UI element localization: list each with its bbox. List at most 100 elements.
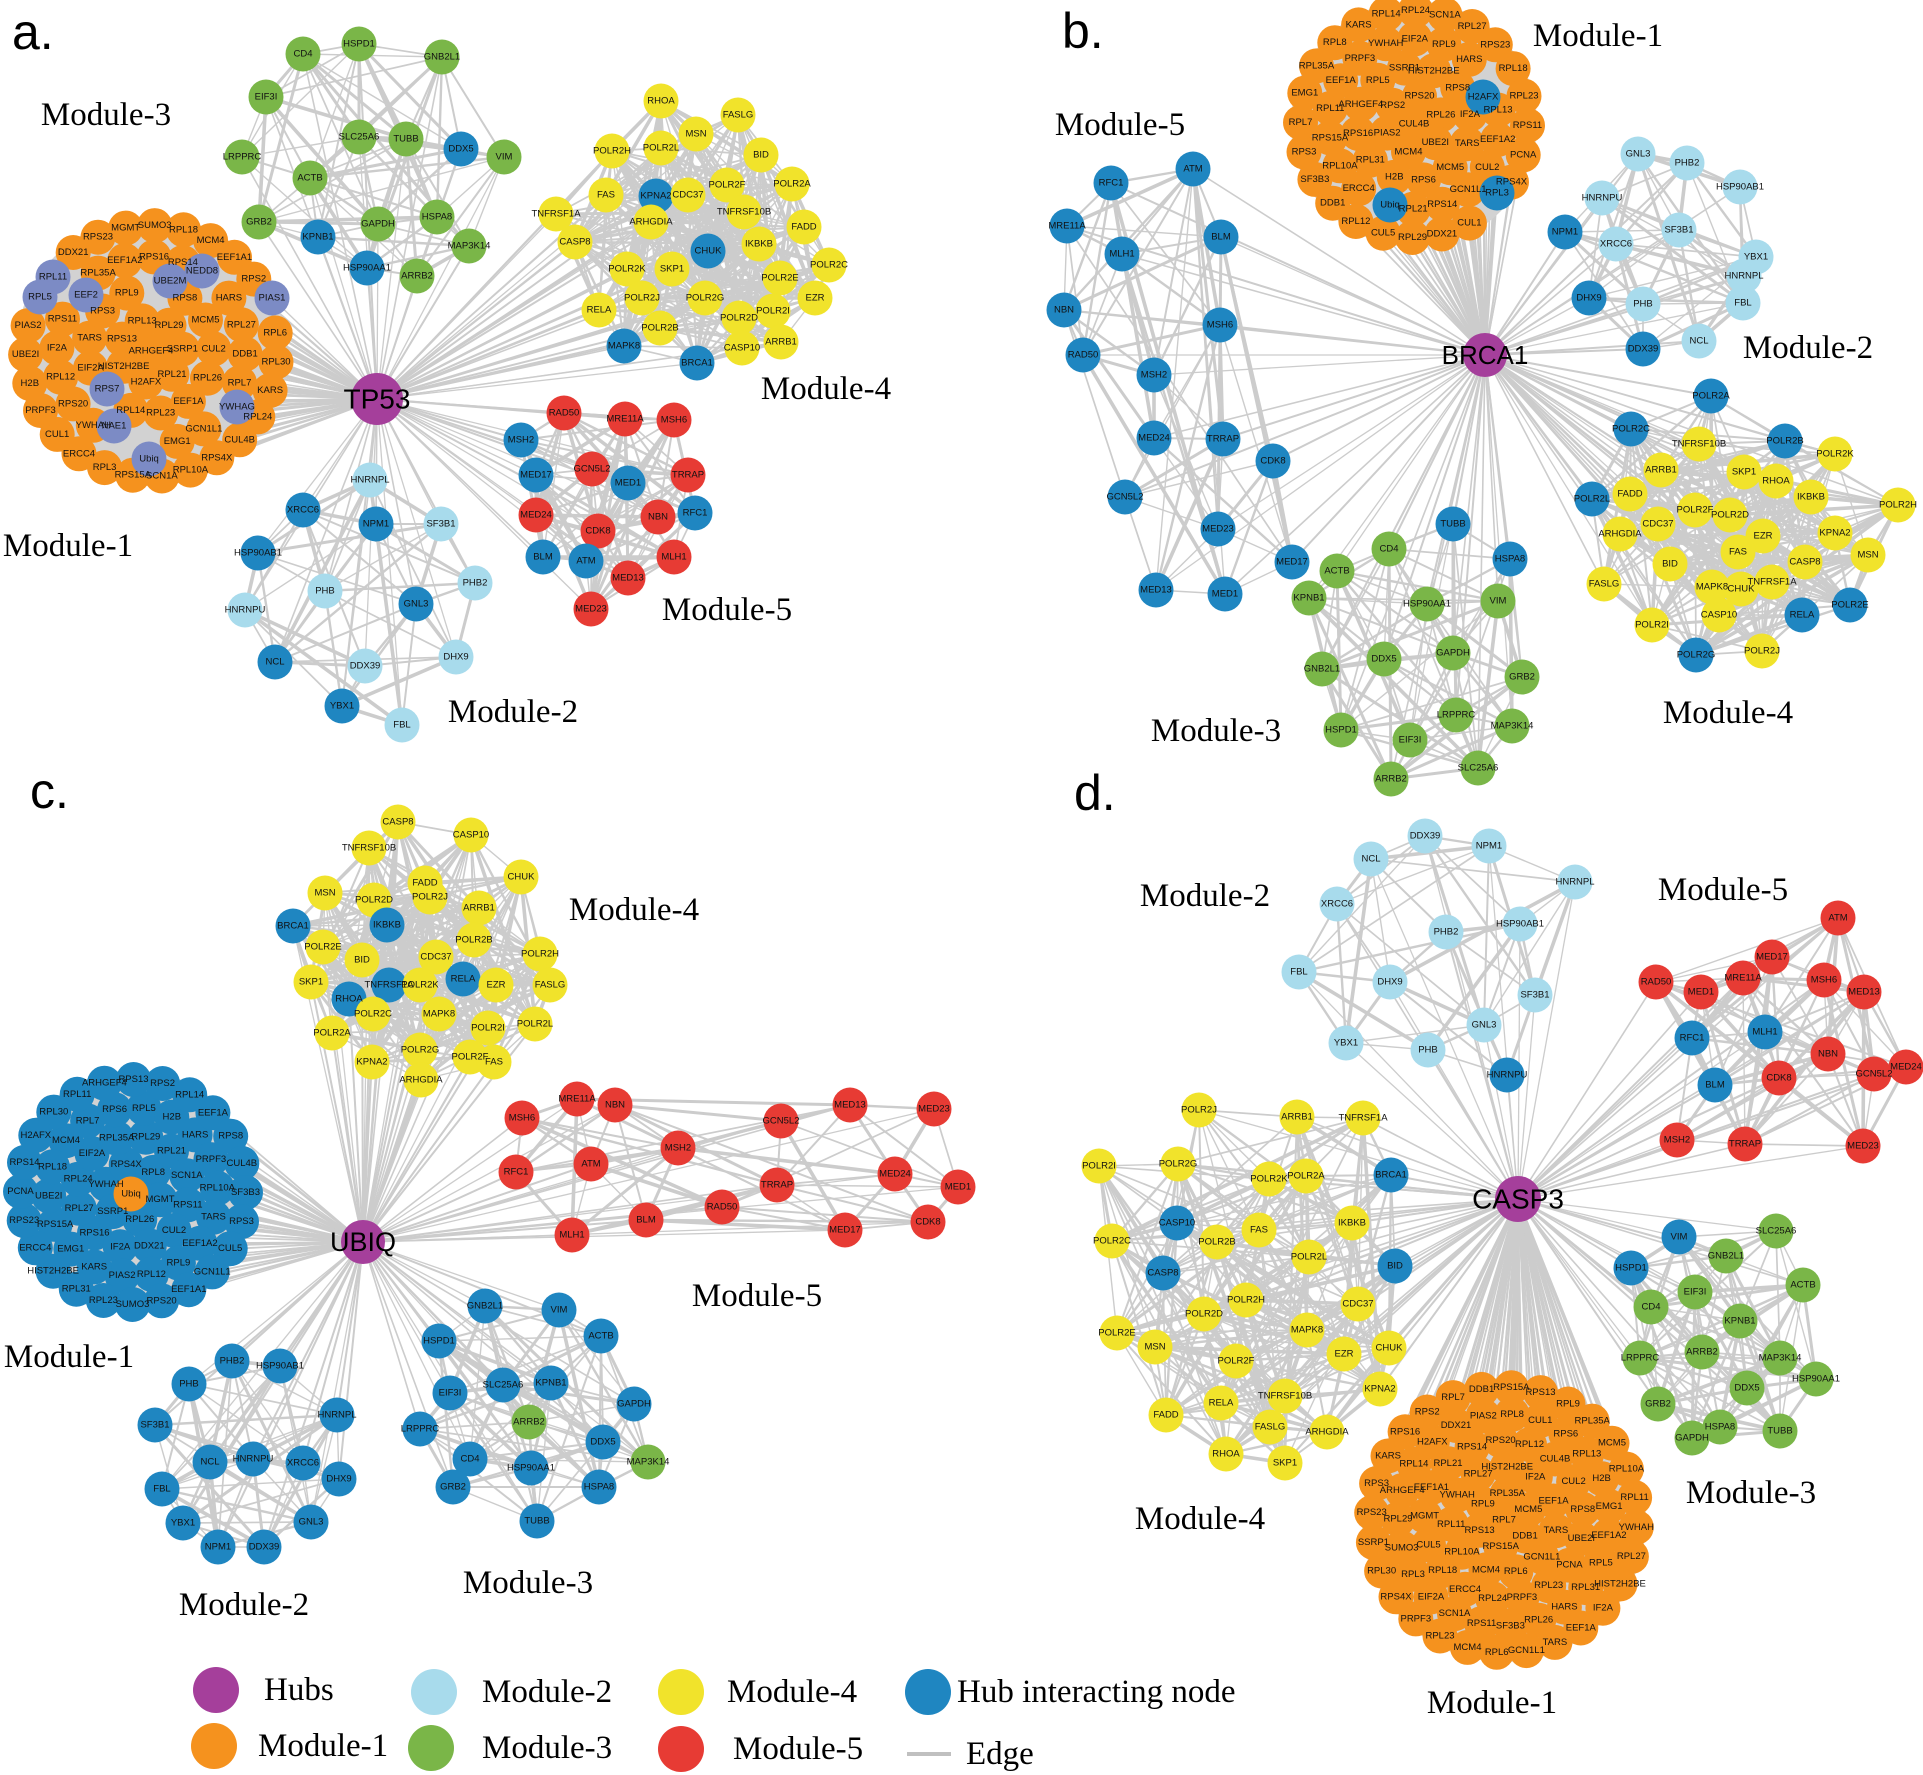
svg-text:RPL12: RPL12 xyxy=(46,372,75,383)
svg-text:EEF1A2: EEF1A2 xyxy=(107,255,142,266)
svg-text:CDK8: CDK8 xyxy=(585,526,610,537)
svg-text:MED24: MED24 xyxy=(879,1169,911,1180)
svg-text:GCN1L1: GCN1L1 xyxy=(1523,1552,1560,1563)
svg-text:CASP10: CASP10 xyxy=(1701,610,1737,621)
svg-text:EEF1A: EEF1A xyxy=(198,1107,229,1118)
svg-text:CDC37: CDC37 xyxy=(1642,519,1673,530)
svg-text:RPL31: RPL31 xyxy=(1356,155,1385,166)
svg-text:CUL4B: CUL4B xyxy=(1540,1454,1571,1465)
svg-text:BRCA1: BRCA1 xyxy=(1442,340,1529,370)
svg-text:RELA: RELA xyxy=(587,305,612,316)
svg-text:RELA: RELA xyxy=(1790,610,1815,621)
svg-text:PIAS1: PIAS1 xyxy=(259,293,286,304)
svg-text:RPS23: RPS23 xyxy=(1357,1507,1387,1518)
svg-text:GCN5L2: GCN5L2 xyxy=(1107,492,1144,503)
svg-text:RPL5: RPL5 xyxy=(132,1103,156,1114)
svg-text:MSH2: MSH2 xyxy=(1141,370,1167,381)
svg-text:NBN: NBN xyxy=(1054,305,1074,316)
svg-text:ATM: ATM xyxy=(581,1159,600,1170)
svg-text:POLR2K: POLR2K xyxy=(1250,1174,1288,1185)
svg-text:GCN1L1: GCN1L1 xyxy=(1450,184,1487,195)
svg-text:MED17: MED17 xyxy=(829,1225,861,1236)
svg-text:Module-1: Module-1 xyxy=(258,1728,388,1764)
svg-text:RPS2: RPS2 xyxy=(1415,1407,1440,1418)
svg-text:RPL18: RPL18 xyxy=(1499,63,1528,74)
svg-text:NBN: NBN xyxy=(648,512,668,523)
svg-text:RPS8: RPS8 xyxy=(1445,82,1470,93)
svg-text:YWHAH: YWHAH xyxy=(76,420,112,431)
svg-text:MRE11A: MRE11A xyxy=(1048,221,1086,232)
svg-text:POLR2B: POLR2B xyxy=(1766,436,1804,447)
svg-text:LRPPRC: LRPPRC xyxy=(1621,1353,1660,1364)
svg-text:SLC25A6: SLC25A6 xyxy=(1458,763,1499,774)
svg-text:SSRP1: SSRP1 xyxy=(1358,1537,1389,1548)
svg-text:MSH6: MSH6 xyxy=(509,1113,535,1124)
svg-text:GRB2: GRB2 xyxy=(440,1482,466,1493)
svg-text:ARRB1: ARRB1 xyxy=(1281,1112,1313,1123)
svg-text:MSH6: MSH6 xyxy=(661,415,687,426)
svg-text:TRRAP: TRRAP xyxy=(1207,434,1239,445)
svg-text:POLR2H: POLR2H xyxy=(1227,1295,1265,1306)
svg-text:RPL14: RPL14 xyxy=(116,405,145,416)
svg-text:EEF2: EEF2 xyxy=(74,290,98,301)
svg-text:MED1: MED1 xyxy=(1212,589,1238,600)
svg-text:MSN: MSN xyxy=(314,888,335,899)
svg-text:RPS11: RPS11 xyxy=(1513,120,1542,131)
svg-text:EMG1: EMG1 xyxy=(164,436,191,447)
svg-text:RPL18: RPL18 xyxy=(38,1161,67,1172)
svg-text:HSP90AB1: HSP90AB1 xyxy=(1496,919,1544,930)
svg-text:MAPK8: MAPK8 xyxy=(1696,582,1728,593)
svg-text:UBE2M: UBE2M xyxy=(154,276,187,287)
svg-text:EIF3I: EIF3I xyxy=(1684,1287,1707,1298)
svg-text:MED13: MED13 xyxy=(612,573,644,584)
svg-text:b.: b. xyxy=(1062,3,1104,59)
svg-text:RPL29: RPL29 xyxy=(154,320,183,331)
svg-text:BID: BID xyxy=(1387,1261,1403,1272)
svg-text:MED1: MED1 xyxy=(945,1182,971,1193)
svg-text:SF3B1: SF3B1 xyxy=(1520,990,1549,1001)
svg-text:RFC1: RFC1 xyxy=(1680,1033,1705,1044)
svg-text:RPL24: RPL24 xyxy=(1478,1593,1507,1604)
svg-text:POLR2E: POLR2E xyxy=(304,942,342,953)
svg-text:RPS6: RPS6 xyxy=(1411,174,1436,185)
svg-text:HSP90AB1: HSP90AB1 xyxy=(256,1361,304,1372)
svg-text:FBL: FBL xyxy=(1290,967,1307,978)
svg-text:YWHAH: YWHAH xyxy=(1440,1490,1476,1501)
svg-text:MCM4: MCM4 xyxy=(1395,146,1423,157)
svg-text:CASP10: CASP10 xyxy=(453,830,489,841)
svg-text:GAPDH: GAPDH xyxy=(1675,1433,1709,1444)
svg-text:SSRP1: SSRP1 xyxy=(97,1206,128,1217)
svg-text:CASP10: CASP10 xyxy=(1159,1218,1195,1229)
svg-text:GCN1L1: GCN1L1 xyxy=(185,423,222,434)
svg-text:MSH2: MSH2 xyxy=(665,1143,691,1154)
svg-text:TNFRSF1A: TNFRSF1A xyxy=(364,980,414,991)
svg-text:IF2A: IF2A xyxy=(47,343,68,354)
svg-text:RPL29: RPL29 xyxy=(1383,1514,1412,1525)
svg-text:BLM: BLM xyxy=(636,1215,656,1226)
svg-text:Module-3: Module-3 xyxy=(1151,713,1281,749)
svg-text:RPS13: RPS13 xyxy=(107,334,137,345)
svg-text:UBE2I: UBE2I xyxy=(35,1190,62,1201)
svg-text:POLR2A: POLR2A xyxy=(773,179,811,190)
svg-text:PRPF3: PRPF3 xyxy=(25,405,56,416)
svg-text:POLR2D: POLR2D xyxy=(720,313,758,324)
svg-text:Module-4: Module-4 xyxy=(1135,1501,1265,1537)
svg-text:DDB1: DDB1 xyxy=(1320,198,1345,209)
svg-text:RPS15A: RPS15A xyxy=(115,470,152,481)
svg-text:Hub interacting node: Hub interacting node xyxy=(957,1674,1236,1710)
svg-text:ACTB: ACTB xyxy=(297,173,322,184)
svg-text:DDX5: DDX5 xyxy=(448,144,473,155)
svg-text:Module-3: Module-3 xyxy=(482,1730,612,1766)
svg-text:RPL30: RPL30 xyxy=(39,1107,68,1118)
svg-text:RPL21: RPL21 xyxy=(1399,204,1428,215)
svg-text:KPNB1: KPNB1 xyxy=(1724,1316,1755,1327)
svg-text:Ubiq: Ubiq xyxy=(121,1189,141,1200)
svg-text:KARS: KARS xyxy=(81,1261,107,1272)
svg-text:NPM1: NPM1 xyxy=(1476,841,1502,852)
svg-text:NPM1: NPM1 xyxy=(1552,227,1578,238)
svg-text:HIST2H2BE: HIST2H2BE xyxy=(98,361,150,372)
svg-text:EEF1A2: EEF1A2 xyxy=(1480,134,1515,145)
svg-text:HNRNPL: HNRNPL xyxy=(350,475,389,486)
svg-text:MLH1: MLH1 xyxy=(661,552,686,563)
svg-text:RPL26: RPL26 xyxy=(193,373,222,384)
